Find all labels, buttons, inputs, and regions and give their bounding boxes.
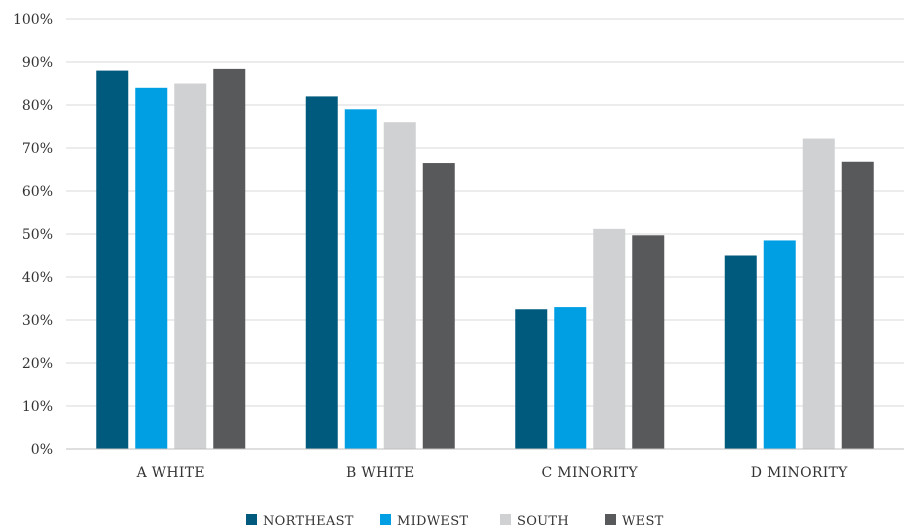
legend-swatch [246, 514, 257, 525]
y-tick-label: 0% [31, 442, 53, 458]
bar-west-3 [632, 235, 665, 449]
y-tick-label: 50% [22, 227, 53, 243]
y-tick-label: 60% [22, 184, 53, 200]
x-axis: A WHITE B WHITE C MINORITY D MINORITY [66, 448, 904, 481]
y-tick-label: 10% [22, 399, 53, 415]
bar-west-1 [213, 68, 246, 449]
bar-northeast-4 [724, 255, 757, 449]
bar-midwest-1 [135, 87, 168, 450]
legend-label: WEST [622, 514, 664, 529]
x-category-label: C MINORITY [542, 465, 639, 481]
x-category-label: A WHITE [136, 465, 205, 481]
y-tick-label: 70% [22, 141, 53, 157]
legend-swatch [500, 514, 511, 525]
y-tick-label: 40% [22, 270, 53, 286]
bar-south-2 [383, 122, 416, 449]
bar-northeast-3 [515, 309, 548, 449]
y-tick-label: 20% [22, 356, 53, 372]
legend-item-south: SOUTH [500, 514, 569, 529]
bar-south-4 [802, 138, 835, 450]
x-category-label: D MINORITY [751, 465, 848, 481]
bar-midwest-4 [763, 240, 796, 449]
legend-swatch [605, 514, 616, 525]
legend-label: SOUTH [517, 514, 569, 529]
y-tick-label: 80% [22, 98, 53, 114]
bar-midwest-2 [344, 109, 377, 450]
bars [96, 68, 874, 450]
y-tick-label: 100% [13, 12, 53, 28]
bar-northeast-2 [305, 96, 338, 450]
y-tick-label: 90% [22, 55, 53, 71]
bar-south-1 [174, 83, 207, 449]
bar-west-4 [841, 161, 874, 449]
bar-west-2 [422, 163, 455, 450]
legend-label: MIDWEST [397, 514, 468, 529]
legend: NORTHEAST MIDWEST SOUTH WEST [246, 514, 664, 529]
legend-item-midwest: MIDWEST [380, 514, 468, 529]
y-axis-tick-labels: 0% 10% 20% 30% 40% 50% 60% 70% 80% 90% 100% [13, 12, 53, 458]
legend-item-west: WEST [605, 514, 664, 529]
legend-item-northeast: NORTHEAST [246, 514, 354, 529]
y-tick-label: 30% [22, 313, 53, 329]
legend-label: NORTHEAST [263, 514, 354, 529]
x-category-label: B WHITE [346, 465, 415, 481]
bar-northeast-1 [96, 70, 129, 449]
bar-midwest-3 [554, 307, 587, 449]
legend-swatch [380, 514, 391, 525]
bar-south-3 [593, 228, 626, 449]
